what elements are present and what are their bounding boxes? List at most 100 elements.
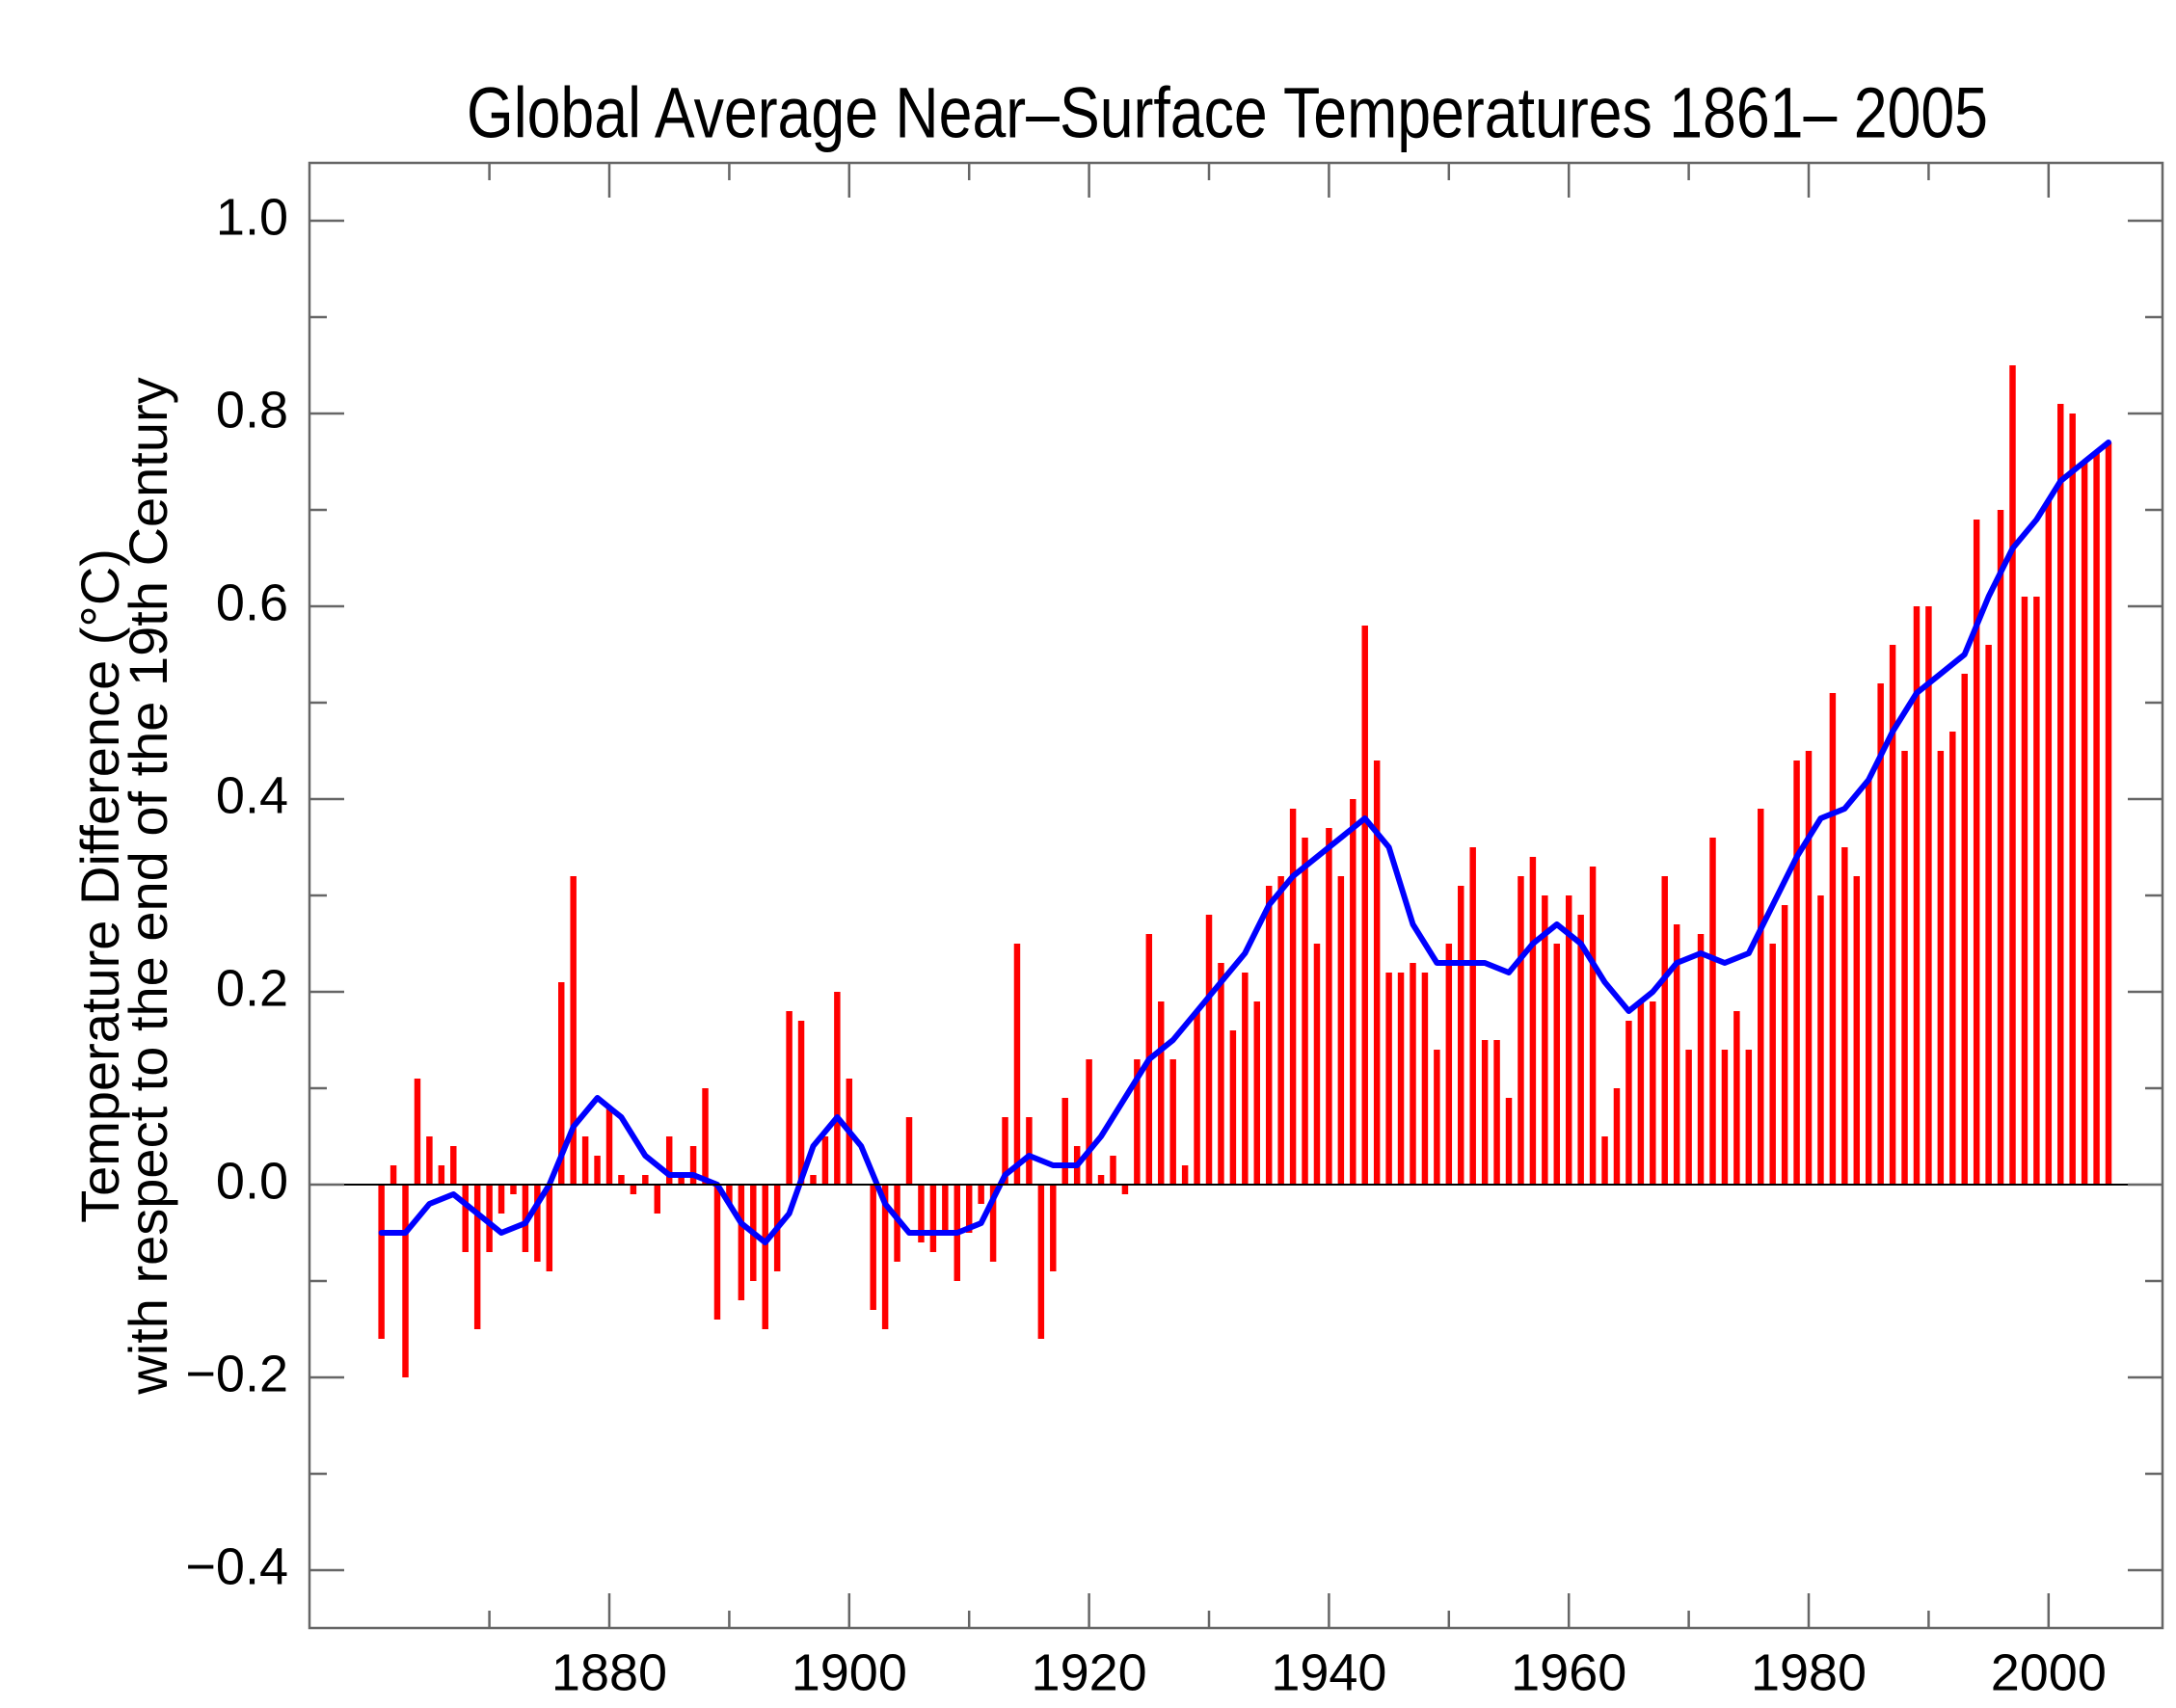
y-axis-label-line: Temperature Difference (°C) xyxy=(69,548,130,1223)
bar xyxy=(2009,365,2016,1185)
bar xyxy=(1758,809,1764,1185)
bar xyxy=(1505,1098,1513,1185)
bar xyxy=(1086,1059,1092,1185)
bar xyxy=(942,1185,949,1233)
y-tick-label: −0.2 xyxy=(185,1345,288,1402)
bar xyxy=(1817,895,1824,1185)
bar xyxy=(929,1185,937,1252)
bar xyxy=(1050,1185,1057,1271)
y-axis-label-line: with respect to the end of the 19th Cent… xyxy=(118,377,178,1395)
bar xyxy=(1397,973,1405,1185)
bar xyxy=(1637,1001,1645,1185)
bar xyxy=(905,1117,913,1185)
bar xyxy=(1781,905,1788,1185)
bar xyxy=(1110,1156,1116,1185)
y-tick-label: 0.4 xyxy=(216,766,288,824)
bar xyxy=(618,1175,625,1185)
bar xyxy=(1853,876,1861,1185)
bar xyxy=(1277,876,1284,1185)
bar xyxy=(1326,828,1332,1185)
bar xyxy=(834,992,841,1185)
bar xyxy=(1026,1117,1033,1185)
bar xyxy=(1350,799,1357,1185)
bar xyxy=(2093,452,2100,1185)
bar xyxy=(534,1185,541,1262)
bar xyxy=(497,1185,505,1214)
bar xyxy=(1121,1185,1129,1194)
bar xyxy=(1061,1098,1068,1185)
bar xyxy=(1769,944,1776,1185)
y-tick-label: 1.0 xyxy=(216,188,288,246)
y-tick-label: −0.4 xyxy=(185,1537,288,1595)
bar xyxy=(570,876,577,1185)
bar xyxy=(1745,1050,1753,1185)
bar xyxy=(1458,886,1464,1185)
bar xyxy=(1889,645,1896,1185)
bar xyxy=(654,1185,660,1214)
bar xyxy=(1194,1011,1200,1185)
bar xyxy=(1158,1001,1165,1185)
bar xyxy=(894,1185,900,1262)
bar xyxy=(390,1165,397,1185)
bar xyxy=(726,1185,733,1204)
bar xyxy=(450,1146,457,1185)
bar xyxy=(1937,751,1945,1185)
bar xyxy=(1481,1040,1489,1185)
bar xyxy=(978,1185,984,1204)
bar xyxy=(581,1136,589,1185)
bar xyxy=(1685,1050,1692,1185)
bar xyxy=(1601,1136,1608,1185)
bar xyxy=(881,1185,889,1329)
bar xyxy=(1841,847,1848,1185)
bar xyxy=(438,1165,445,1185)
bar xyxy=(689,1146,697,1185)
x-tick-label: 1940 xyxy=(1271,1643,1386,1701)
bar xyxy=(2069,414,2076,1185)
bar xyxy=(1589,867,1597,1185)
bar xyxy=(426,1136,433,1185)
y-tick-label: 0.2 xyxy=(216,959,288,1017)
bar xyxy=(1661,876,1668,1185)
bar xyxy=(1205,915,1213,1185)
bar xyxy=(1865,780,1872,1185)
y-tick-label: 0.0 xyxy=(216,1152,288,1210)
bar xyxy=(1709,838,1716,1185)
bar xyxy=(1985,645,1992,1185)
bar xyxy=(821,1136,829,1185)
bar xyxy=(810,1175,817,1185)
bar xyxy=(1337,876,1345,1185)
y-axis-label: Temperature Difference (°C) with respect… xyxy=(69,377,178,1395)
bar xyxy=(1997,510,2004,1185)
bar xyxy=(378,1185,385,1339)
bar xyxy=(1565,895,1572,1185)
bar xyxy=(1553,944,1561,1185)
bar xyxy=(678,1175,685,1185)
bar xyxy=(1410,963,1416,1185)
bar xyxy=(797,1021,805,1185)
bar xyxy=(1721,1050,1729,1185)
bar xyxy=(414,1079,421,1185)
bar xyxy=(1229,1030,1237,1185)
bar xyxy=(2033,597,2040,1185)
bar xyxy=(1289,809,1297,1185)
bar xyxy=(1002,1117,1008,1185)
bar xyxy=(786,1011,792,1185)
bar xyxy=(1445,944,1453,1185)
bar xyxy=(1625,1021,1632,1185)
smoothed-line xyxy=(378,440,2111,1245)
bar xyxy=(1613,1088,1621,1185)
chart-title: Global Average Near–Surface Temperatures… xyxy=(467,73,1988,153)
bar xyxy=(1013,944,1021,1185)
bar xyxy=(605,1108,613,1185)
bar xyxy=(1518,876,1524,1185)
bar xyxy=(1529,857,1537,1185)
bar xyxy=(594,1156,601,1185)
bar xyxy=(1469,847,1476,1185)
bar xyxy=(965,1185,973,1233)
bar xyxy=(1134,1059,1141,1185)
bar xyxy=(1733,1011,1740,1185)
bar xyxy=(2045,500,2053,1185)
x-tick-label: 1980 xyxy=(1751,1643,1867,1701)
bar xyxy=(665,1136,673,1185)
